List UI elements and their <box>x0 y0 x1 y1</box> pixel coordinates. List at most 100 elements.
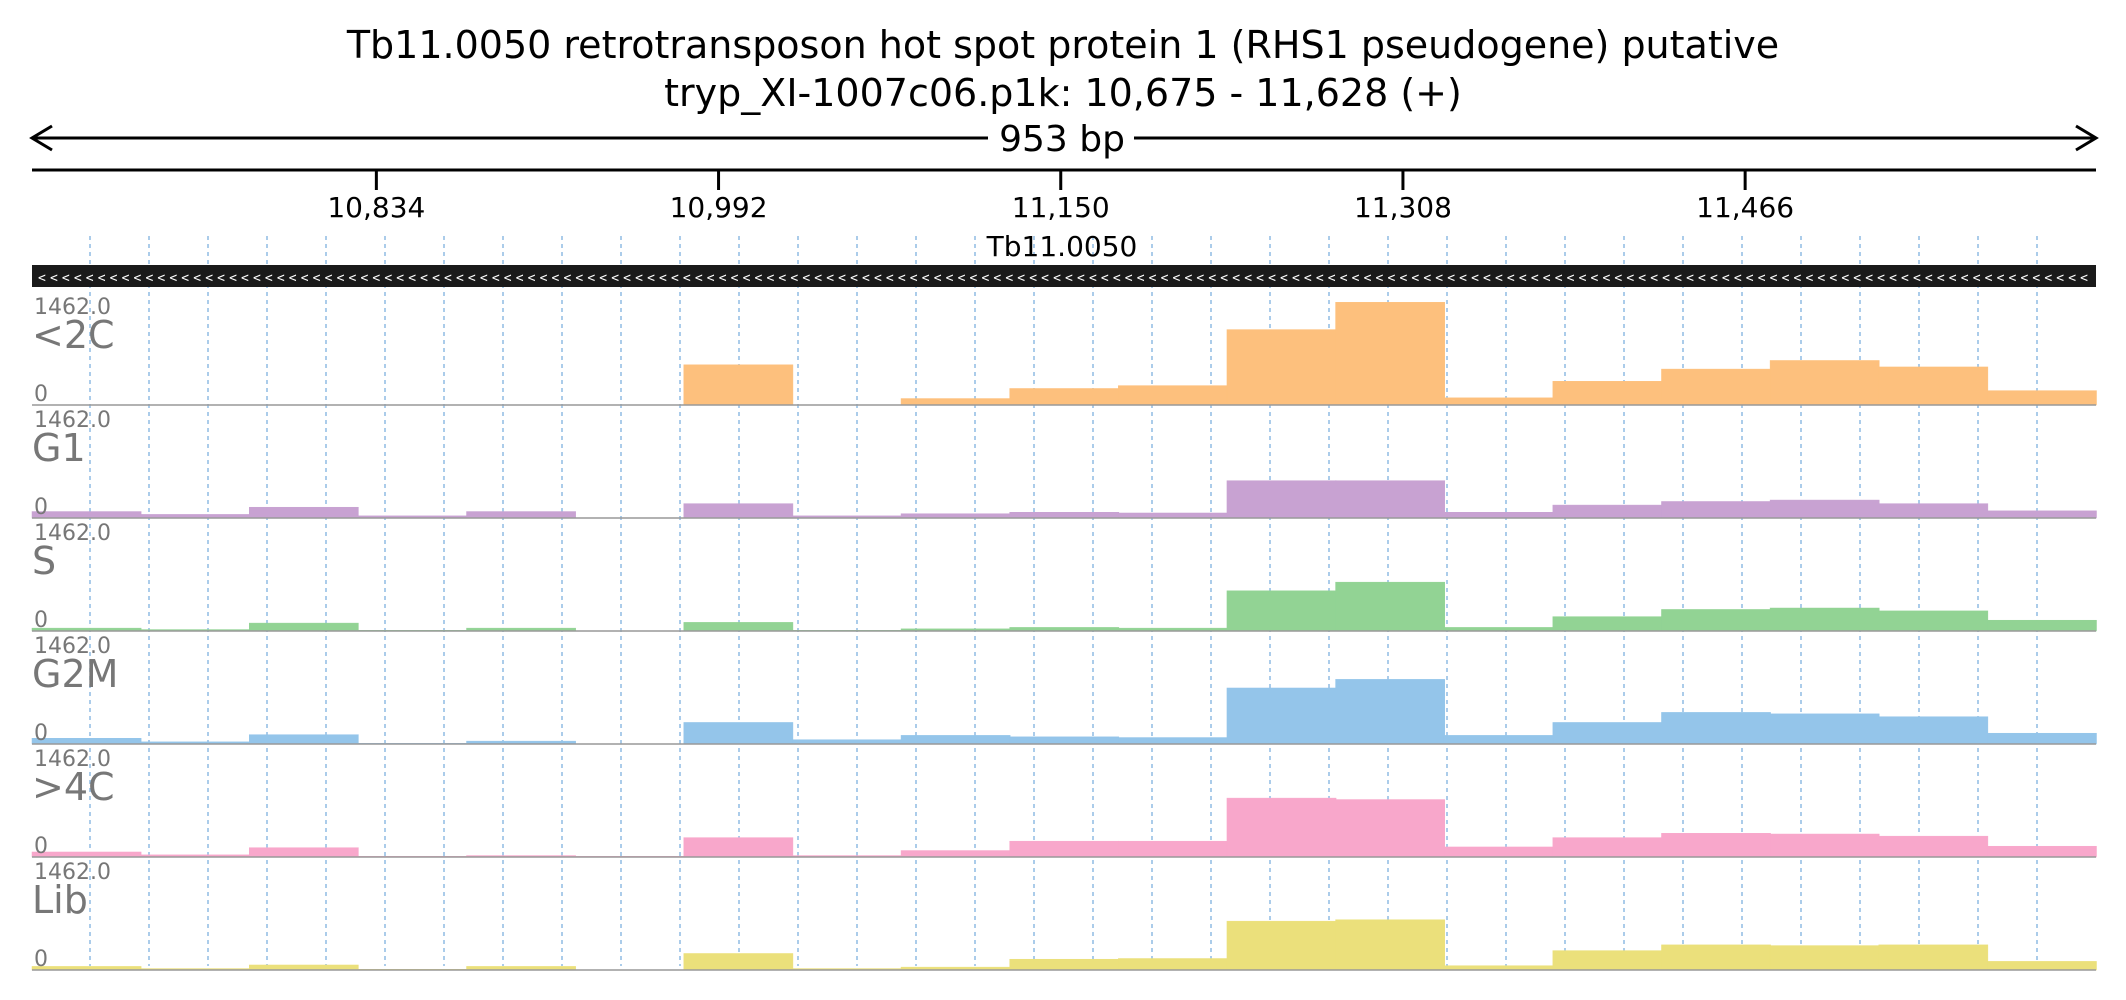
scale-tick-label: 11,308 <box>1354 191 1452 224</box>
track-name-label: G1 <box>32 426 86 470</box>
track-name-label: >4C <box>32 765 115 809</box>
page-title: Tb11.0050 retrotransposon hot spot prote… <box>346 23 1780 67</box>
span-label: 953 bp <box>999 119 1125 160</box>
track-name-label: G2M <box>32 652 118 696</box>
coverage-bar-0 <box>1878 366 1989 406</box>
coverage-bar-4 <box>1987 845 2097 858</box>
coverage-bar-5 <box>1009 958 1120 971</box>
scale-tick-label: 10,834 <box>327 191 425 224</box>
coverage-bar-0 <box>1118 385 1228 406</box>
coverage-bar-2 <box>1878 610 1989 632</box>
track-y-min-label: 0 <box>34 721 48 746</box>
track-y-min-label: 0 <box>34 382 48 407</box>
coverage-bar-1 <box>1661 501 1771 519</box>
coverage-bar-4 <box>1661 833 1771 858</box>
coverage-bar-0 <box>1009 388 1120 406</box>
coverage-bar-1 <box>466 511 576 519</box>
coverage-bar-1 <box>1443 512 1554 519</box>
coverage-bar-1 <box>1118 512 1228 519</box>
track-y-min-label: 0 <box>34 608 48 633</box>
coverage-bar-0 <box>1987 390 2097 406</box>
coverage-bar-1 <box>31 511 142 519</box>
coverage-bar-2 <box>1769 607 1880 632</box>
track-y-max-label: 1462.0 <box>34 521 111 546</box>
coverage-bar-4 <box>1118 840 1228 858</box>
track-y-max-label: 1462.0 <box>34 295 111 320</box>
coverage-bar-5 <box>683 953 794 971</box>
coverage-bar-1 <box>1009 512 1120 519</box>
coverage-bar-0 <box>1226 329 1337 406</box>
coverage-bar-5 <box>1661 944 1771 971</box>
coverage-bar-4 <box>900 850 1011 858</box>
coverage-bar-3 <box>31 738 142 745</box>
track-y-min-label: 0 <box>34 834 48 859</box>
coverage-bar-2 <box>1226 590 1337 632</box>
track-name-label: S <box>32 539 56 583</box>
track-name-label: Lib <box>32 878 88 922</box>
coverage-bar-5 <box>1226 920 1337 971</box>
coverage-bar-0 <box>1443 397 1554 406</box>
coverage-bar-1 <box>1987 510 2097 519</box>
coverage-bar-2 <box>249 622 359 632</box>
coverage-bar-2 <box>1335 581 1445 632</box>
coverage-bar-5 <box>1552 950 1663 971</box>
coverage-bar-3 <box>683 722 794 745</box>
track-y-max-label: 1462.0 <box>34 408 111 433</box>
gene-label: Tb11.0050 <box>986 230 1138 263</box>
scale-tick-label: 11,466 <box>1696 191 1794 224</box>
coverage-bar-2 <box>1987 619 2097 632</box>
coverage-bar-2 <box>1552 616 1663 632</box>
coverage-bar-0 <box>900 398 1011 406</box>
scale-tick-label: 11,150 <box>1012 191 1110 224</box>
coverage-bar-0 <box>1769 360 1880 406</box>
page-subtitle: tryp_XI-1007c06.p1k: 10,675 - 11,628 (+) <box>664 71 1462 115</box>
coverage-bar-0 <box>1335 302 1445 406</box>
coverage-bar-2 <box>1661 609 1771 632</box>
coverage-bar-0 <box>1552 381 1663 406</box>
coverage-bar-5 <box>1769 945 1880 971</box>
coverage-bar-1 <box>1335 480 1445 519</box>
coverage-bar-4 <box>1009 840 1120 858</box>
coverage-bar-0 <box>1661 368 1771 406</box>
coverage-bar-1 <box>683 503 794 519</box>
gene-strand-arrows: < < < < < < < < < < < < < < < < < < < < … <box>38 271 2088 286</box>
coverage-bar-2 <box>683 622 794 632</box>
track-y-max-label: 1462.0 <box>34 747 111 772</box>
coverage-bar-1 <box>1226 480 1337 519</box>
track-name-label: <2C <box>32 313 115 357</box>
coverage-bar-5 <box>1987 961 2097 971</box>
track-y-min-label: 0 <box>34 495 48 520</box>
track-y-min-label: 0 <box>34 947 48 972</box>
coverage-bar-3 <box>249 734 359 745</box>
coverage-bar-1 <box>249 506 359 519</box>
span-arrowhead-left <box>29 124 53 152</box>
coverage-bar-4 <box>1552 837 1663 858</box>
scale-tick-label: 10,992 <box>670 191 768 224</box>
coverage-bar-3 <box>900 735 1011 745</box>
coverage-bar-5 <box>1118 958 1228 971</box>
track-y-max-label: 1462.0 <box>34 634 111 659</box>
coverage-bar-1 <box>1878 503 1989 519</box>
coverage-bar-4 <box>1443 846 1554 858</box>
gene-track-bar <box>32 265 2096 287</box>
coverage-bar-4 <box>1769 833 1880 858</box>
coverage-bar-3 <box>1118 737 1228 745</box>
coverage-bar-1 <box>1552 504 1663 519</box>
coverage-bar-5 <box>249 964 359 971</box>
coverage-bar-4 <box>683 837 794 858</box>
coverage-bar-3 <box>1009 736 1120 745</box>
span-arrowhead-right <box>2075 124 2099 152</box>
track-y-max-label: 1462.0 <box>34 860 111 885</box>
coverage-bar-3 <box>1661 712 1771 745</box>
coverage-bar-3 <box>1226 687 1337 745</box>
coverage-bar-0 <box>683 364 794 406</box>
coverage-bar-3 <box>1987 732 2097 745</box>
coverage-bar-3 <box>1335 679 1445 745</box>
coverage-bar-5 <box>1878 944 1989 971</box>
coverage-bar-3 <box>1769 713 1880 745</box>
coverage-bar-1 <box>1769 499 1880 519</box>
coverage-bar-4 <box>1226 797 1337 858</box>
coverage-bar-3 <box>1443 735 1554 745</box>
coverage-bar-4 <box>249 847 359 858</box>
